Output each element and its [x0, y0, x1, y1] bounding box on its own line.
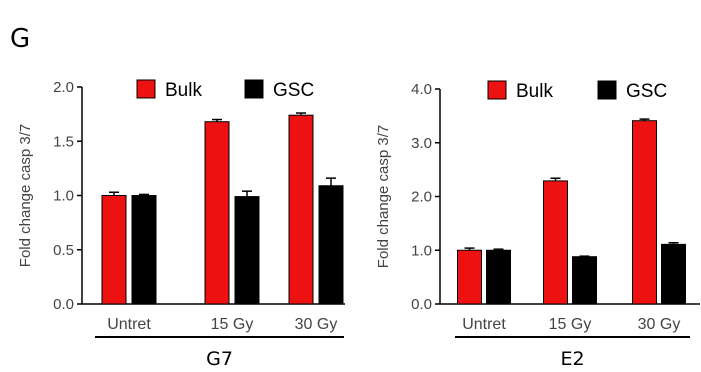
bar-gsc-3: [318, 185, 344, 305]
y-tick-label: 2.0: [411, 189, 432, 206]
bar-gsc-3: [661, 243, 686, 305]
group-label: E2: [560, 348, 584, 370]
y-tick-label: 0.0: [411, 296, 432, 313]
y-tick-label: 1.5: [53, 133, 74, 150]
chart-e2: 0.0 1.0 2.0 3.0 4.0 Fold change casp 3/7 Untre…: [375, 80, 700, 370]
bar-bulk-1: [457, 249, 482, 305]
panel-label: G: [10, 24, 30, 54]
x-category-label: 30 Gy: [295, 316, 338, 333]
legend-swatch-gsc: [597, 80, 617, 100]
y-tick-label: 0.0: [53, 296, 74, 313]
x-category-label: Untret: [462, 316, 506, 333]
bar-gsc-2: [234, 196, 260, 305]
legend-label-gsc: GSC: [273, 80, 314, 101]
bar-bulk-1: [101, 195, 127, 305]
y-tick-label: 0.5: [53, 242, 74, 259]
bar-bulk-3: [288, 114, 314, 305]
legend-label-bulk: Bulk: [516, 81, 553, 102]
bar-gsc-2: [572, 256, 597, 305]
legend-swatch-gsc: [244, 79, 264, 99]
bar-bulk-2: [204, 121, 230, 305]
bar-gsc-1: [131, 195, 157, 305]
bar-bulk-3: [632, 120, 657, 305]
group-label: G7: [206, 348, 233, 370]
legend-label-bulk: Bulk: [165, 80, 202, 101]
y-axis-title: Fold change casp 3/7: [17, 124, 34, 267]
y-tick-label: 1.0: [53, 188, 74, 205]
x-category-label: 15 Gy: [549, 316, 592, 333]
bar-gsc-1: [486, 249, 511, 305]
legend-swatch-bulk: [136, 79, 156, 99]
y-axis-title: Fold change casp 3/7: [375, 125, 392, 268]
x-category-label: 30 Gy: [638, 316, 681, 333]
x-category-label: Untret: [107, 316, 151, 333]
chart-g7: 0.0 0.5 1.0 1.5 2.0 Fold change casp 3/7 Untre…: [17, 79, 345, 370]
bar-bulk-2: [543, 180, 568, 305]
y-tick-label: 4.0: [411, 81, 432, 98]
x-category-label: 15 Gy: [211, 316, 254, 333]
y-tick-label: 1.0: [411, 242, 432, 259]
y-tick-label: 2.0: [53, 79, 74, 96]
y-tick-label: 3.0: [411, 135, 432, 152]
legend-label-gsc: GSC: [626, 81, 667, 102]
legend-swatch-bulk: [487, 80, 507, 100]
